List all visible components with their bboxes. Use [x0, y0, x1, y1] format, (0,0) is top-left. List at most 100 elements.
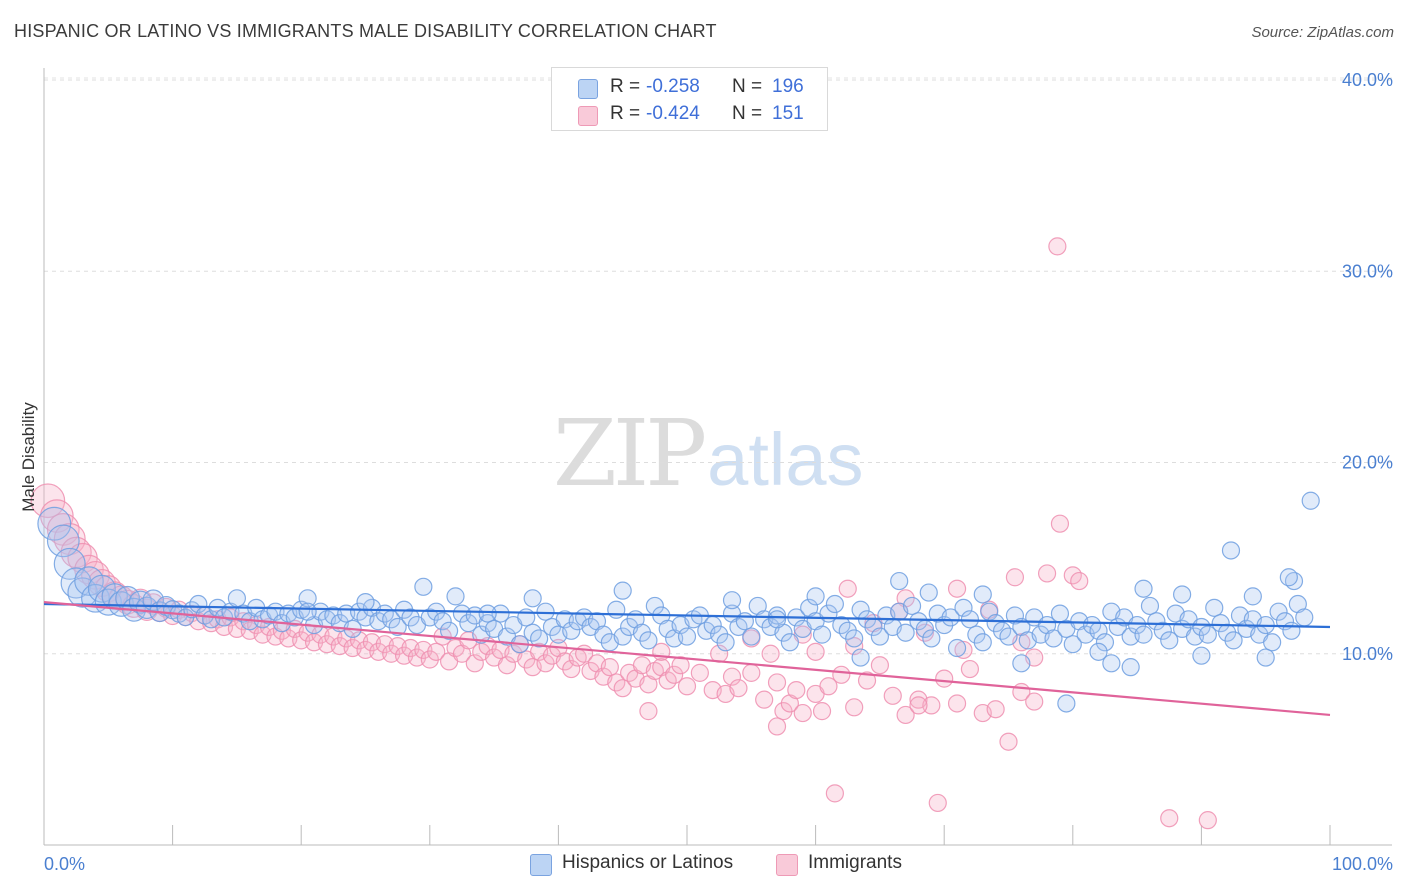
legend-r-label: R = [610, 103, 641, 124]
data-point [1089, 642, 1108, 661]
data-point [722, 591, 742, 610]
data-point [1221, 541, 1241, 560]
x-tick-label: 100.0% [1332, 854, 1393, 874]
data-point [298, 602, 317, 621]
data-point [825, 594, 844, 614]
data-point [1005, 606, 1025, 625]
legend-r-label: R = [610, 76, 641, 97]
data-point [478, 604, 497, 623]
data-point [999, 627, 1018, 646]
data-point [1205, 598, 1224, 617]
data-point [227, 589, 246, 608]
grid-lines [44, 77, 1392, 655]
data-point [1050, 604, 1070, 623]
data-point [960, 659, 980, 679]
data-point [1198, 625, 1217, 644]
data-point [53, 547, 86, 580]
data-point [845, 636, 864, 656]
data-point [446, 587, 465, 606]
data-point [671, 656, 690, 675]
data-point [356, 593, 375, 612]
data-point [902, 596, 922, 616]
data-point [690, 663, 709, 682]
data-point [1025, 692, 1044, 711]
data-point [819, 677, 838, 696]
data-point [845, 698, 864, 717]
data-point [960, 610, 980, 629]
data-point [838, 579, 857, 598]
chart-title: HISPANIC OR LATINO VS IMMIGRANTS MALE DI… [14, 21, 717, 41]
data-point [665, 665, 684, 684]
data-point [1037, 564, 1057, 583]
y-tick-label: 40.0% [1342, 70, 1393, 90]
data-point [896, 623, 915, 642]
data-point [812, 702, 832, 721]
data-point [767, 717, 787, 736]
data-point [973, 585, 992, 604]
data-point [639, 631, 658, 650]
data-point [767, 606, 787, 625]
legend-swatch-hispanics [578, 79, 598, 99]
data-point [954, 640, 973, 660]
data-point [857, 671, 877, 690]
data-point [189, 594, 208, 614]
data-point [433, 612, 452, 631]
data-point [1070, 571, 1089, 591]
data-point [607, 600, 626, 619]
data-point [722, 667, 742, 686]
data-point [716, 633, 735, 652]
data-point [1134, 579, 1153, 598]
data-point [298, 589, 317, 608]
data-point [530, 629, 549, 648]
data-point [832, 665, 851, 684]
data-point [1160, 631, 1179, 650]
data-point [677, 627, 697, 646]
data-point [1044, 629, 1063, 648]
data-point [613, 679, 632, 698]
data-point [928, 793, 947, 813]
data-point [947, 579, 967, 598]
data-point [1301, 491, 1320, 510]
data-point [986, 700, 1005, 719]
data-point [613, 581, 632, 600]
data-point [1048, 237, 1067, 256]
data-point [427, 642, 446, 661]
legend-label-hispanics: Hispanics or Latinos [562, 852, 734, 873]
data-point [742, 663, 761, 682]
y-tick-label: 20.0% [1342, 453, 1393, 473]
data-point [1121, 658, 1140, 677]
data-point [1279, 568, 1298, 587]
legend-row-immigrants: R = -0.424 N = 151 [552, 100, 827, 128]
data-point [909, 696, 928, 715]
data-point [761, 644, 780, 663]
data-point [1063, 635, 1082, 654]
y-axis-label: Male Disability [19, 402, 38, 512]
axes [43, 68, 1392, 846]
data-point [536, 602, 555, 621]
series-hispanics-points [37, 491, 1320, 713]
data-point [613, 627, 632, 646]
data-point [787, 680, 806, 700]
legend-label-immigrants: Immigrants [808, 852, 902, 873]
watermark-zip: ZIP [553, 400, 707, 507]
data-point [755, 690, 774, 709]
legend-swatch-immigrants [578, 106, 598, 126]
data-point [1102, 654, 1121, 673]
data-point [870, 656, 890, 675]
data-point [639, 702, 658, 721]
data-point [1050, 514, 1070, 533]
data-point [941, 608, 960, 627]
data-point [1153, 621, 1172, 640]
data-point [1211, 614, 1230, 633]
data-point [935, 669, 954, 688]
data-point [1005, 568, 1025, 587]
data-point [729, 679, 748, 698]
legend-n-label: N = [732, 103, 763, 124]
data-point [1057, 694, 1076, 713]
y-tick-label: 10.0% [1342, 644, 1393, 664]
legend-r-value: -0.258 [646, 76, 700, 97]
legend-n-value: 151 [772, 103, 804, 124]
data-point [954, 598, 973, 617]
data-point [767, 610, 787, 629]
